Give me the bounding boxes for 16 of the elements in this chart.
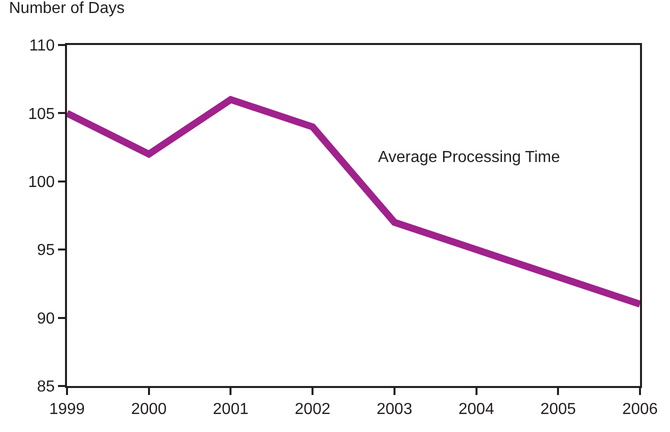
y-tick-label: 85: [37, 378, 55, 396]
y-tick-label: 95: [37, 242, 55, 260]
y-tick-label: 90: [37, 310, 55, 328]
y-tick-label: 105: [28, 106, 55, 123]
series-label: Average Processing Time: [378, 149, 560, 166]
x-tick-label: 2000: [131, 401, 167, 418]
y-tick-label: 110: [29, 38, 55, 55]
x-tick-label: 2004: [458, 401, 494, 418]
x-tick-label: 2006: [622, 401, 658, 418]
x-tick-label: 2005: [540, 401, 576, 418]
x-tick-label: 1999: [49, 401, 85, 418]
x-tick-label: 2003: [376, 401, 412, 418]
x-tick-label: 2001: [212, 401, 249, 418]
y-tick-label: 100: [28, 174, 55, 191]
x-tick-label: 2002: [294, 401, 330, 418]
y-axis-title: Number of Days: [9, 0, 125, 17]
